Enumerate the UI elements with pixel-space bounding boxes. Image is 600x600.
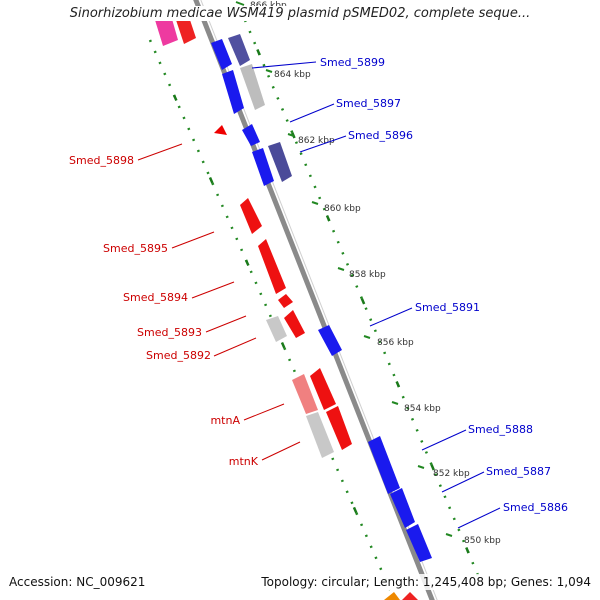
- gene-smed-5897-a[interactable]: [222, 70, 244, 114]
- gene-smed-5893-a[interactable]: [266, 316, 287, 342]
- gene-mtnA-a[interactable]: [292, 374, 318, 414]
- kbp-854: 854 kbp: [404, 404, 441, 414]
- label-mtnA[interactable]: mtnA: [210, 414, 240, 427]
- map-title: Sinorhizobium medicae WSM419 plasmid pSM…: [0, 6, 600, 21]
- kbp-862: 862 kbp: [298, 136, 335, 146]
- label-smed-5898[interactable]: Smed_5898: [69, 154, 134, 167]
- reverse-track-dots: [148, 39, 392, 591]
- label-smed-5893[interactable]: Smed_5893: [137, 326, 202, 339]
- gene-bottom-red[interactable]: [402, 592, 418, 600]
- label-smed-5894[interactable]: Smed_5894: [123, 291, 188, 304]
- label-smed-5897[interactable]: Smed_5897: [336, 97, 401, 110]
- gene-smed-5896-c[interactable]: [268, 142, 292, 182]
- gene-mtnK-b[interactable]: [326, 406, 352, 450]
- label-smed-5886[interactable]: Smed_5886: [503, 501, 568, 514]
- label-smed-5899[interactable]: Smed_5899: [320, 56, 385, 69]
- topology-text: Topology: circular; Length: 1,245,408 bp…: [261, 574, 591, 590]
- label-smed-5895[interactable]: Smed_5895: [103, 242, 168, 255]
- blue-leader-lines: [251, 61, 501, 529]
- label-mtnK[interactable]: mtnK: [229, 455, 259, 468]
- gene-smed-5899-a[interactable]: [211, 39, 232, 70]
- gene-mtnA-b[interactable]: [310, 368, 336, 410]
- gene-bottom-orange[interactable]: [384, 592, 400, 600]
- red-leader-lines: [137, 143, 301, 461]
- gene-smed-5888[interactable]: [368, 436, 400, 494]
- gene-smed-5886[interactable]: [406, 524, 432, 562]
- gene-smed-5897-b[interactable]: [240, 64, 265, 110]
- gene-smed-5899-b[interactable]: [228, 34, 250, 66]
- forward-ticks: [243, 19, 484, 586]
- kbp-858: 858 kbp: [349, 270, 386, 280]
- gene-smed-5893-b[interactable]: [284, 310, 305, 338]
- gene-smed-5891[interactable]: [318, 325, 342, 356]
- label-smed-5887[interactable]: Smed_5887: [486, 465, 551, 478]
- label-smed-5891[interactable]: Smed_5891: [415, 301, 480, 314]
- gene-smed-5895-b[interactable]: [258, 239, 286, 294]
- gene-smed-5898[interactable]: [214, 125, 227, 135]
- gene-mtnK-a[interactable]: [306, 412, 334, 458]
- label-smed-5892[interactable]: Smed_5892: [146, 349, 211, 362]
- gene-smed-5894[interactable]: [278, 294, 293, 308]
- label-smed-5896[interactable]: Smed_5896: [348, 129, 413, 142]
- kbp-860: 860 kbp: [324, 204, 361, 214]
- gene-smed-5896-b[interactable]: [252, 148, 274, 186]
- kbp-852: 852 kbp: [433, 469, 470, 479]
- gene-top-red[interactable]: [176, 14, 196, 44]
- kbp-856: 856 kbp: [377, 338, 414, 348]
- gene-smed-5887[interactable]: [390, 488, 415, 528]
- accession-text: Accession: NC_009621: [9, 574, 146, 590]
- label-smed-5888[interactable]: Smed_5888: [468, 423, 533, 436]
- kbp-864: 864 kbp: [274, 70, 311, 80]
- kbp-850: 850 kbp: [464, 536, 501, 546]
- gene-smed-5896-a[interactable]: [242, 124, 260, 146]
- gene-smed-5895-a[interactable]: [240, 198, 262, 234]
